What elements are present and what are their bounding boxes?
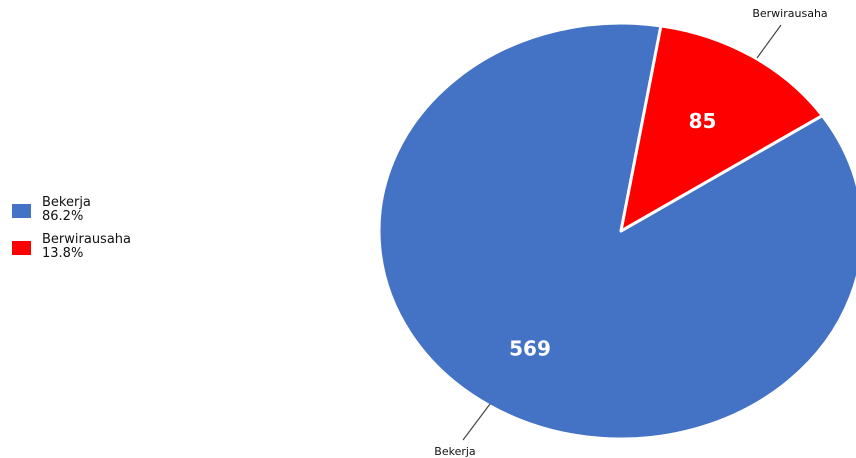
data-label-bekerja: 569 [509, 337, 551, 361]
pie-slice-bekerja [377, 21, 856, 441]
legend-swatch-bekerja [12, 204, 31, 218]
legend-text-berwirausaha: Berwirausaha 13.8% [42, 233, 131, 261]
legend-label-bekerja: Bekerja [42, 195, 91, 210]
leader-line-berwirausaha [756, 24, 782, 59]
legend-percent-bekerja: 86.2% [42, 209, 84, 224]
legend-percent-berwirausaha: 13.8% [42, 246, 84, 261]
legend-text-bekerja: Bekerja 86.2% [42, 196, 91, 224]
legend-item-berwirausaha: Berwirausaha 13.8% [12, 233, 131, 261]
data-label-berwirausaha: 85 [689, 109, 717, 133]
category-label-bekerja: Bekerja [434, 445, 475, 458]
leader-line-bekerja [462, 403, 491, 441]
legend-label-berwirausaha: Berwirausaha [42, 232, 132, 247]
pie-slice-berwirausaha [619, 24, 824, 233]
chart-legend: Bekerja 86.2% Berwirausaha 13.8% [12, 196, 131, 270]
category-label-berwirausaha: Berwirausaha [752, 7, 827, 20]
legend-item-bekerja: Bekerja 86.2% [12, 196, 131, 224]
legend-swatch-berwirausaha [12, 241, 31, 255]
